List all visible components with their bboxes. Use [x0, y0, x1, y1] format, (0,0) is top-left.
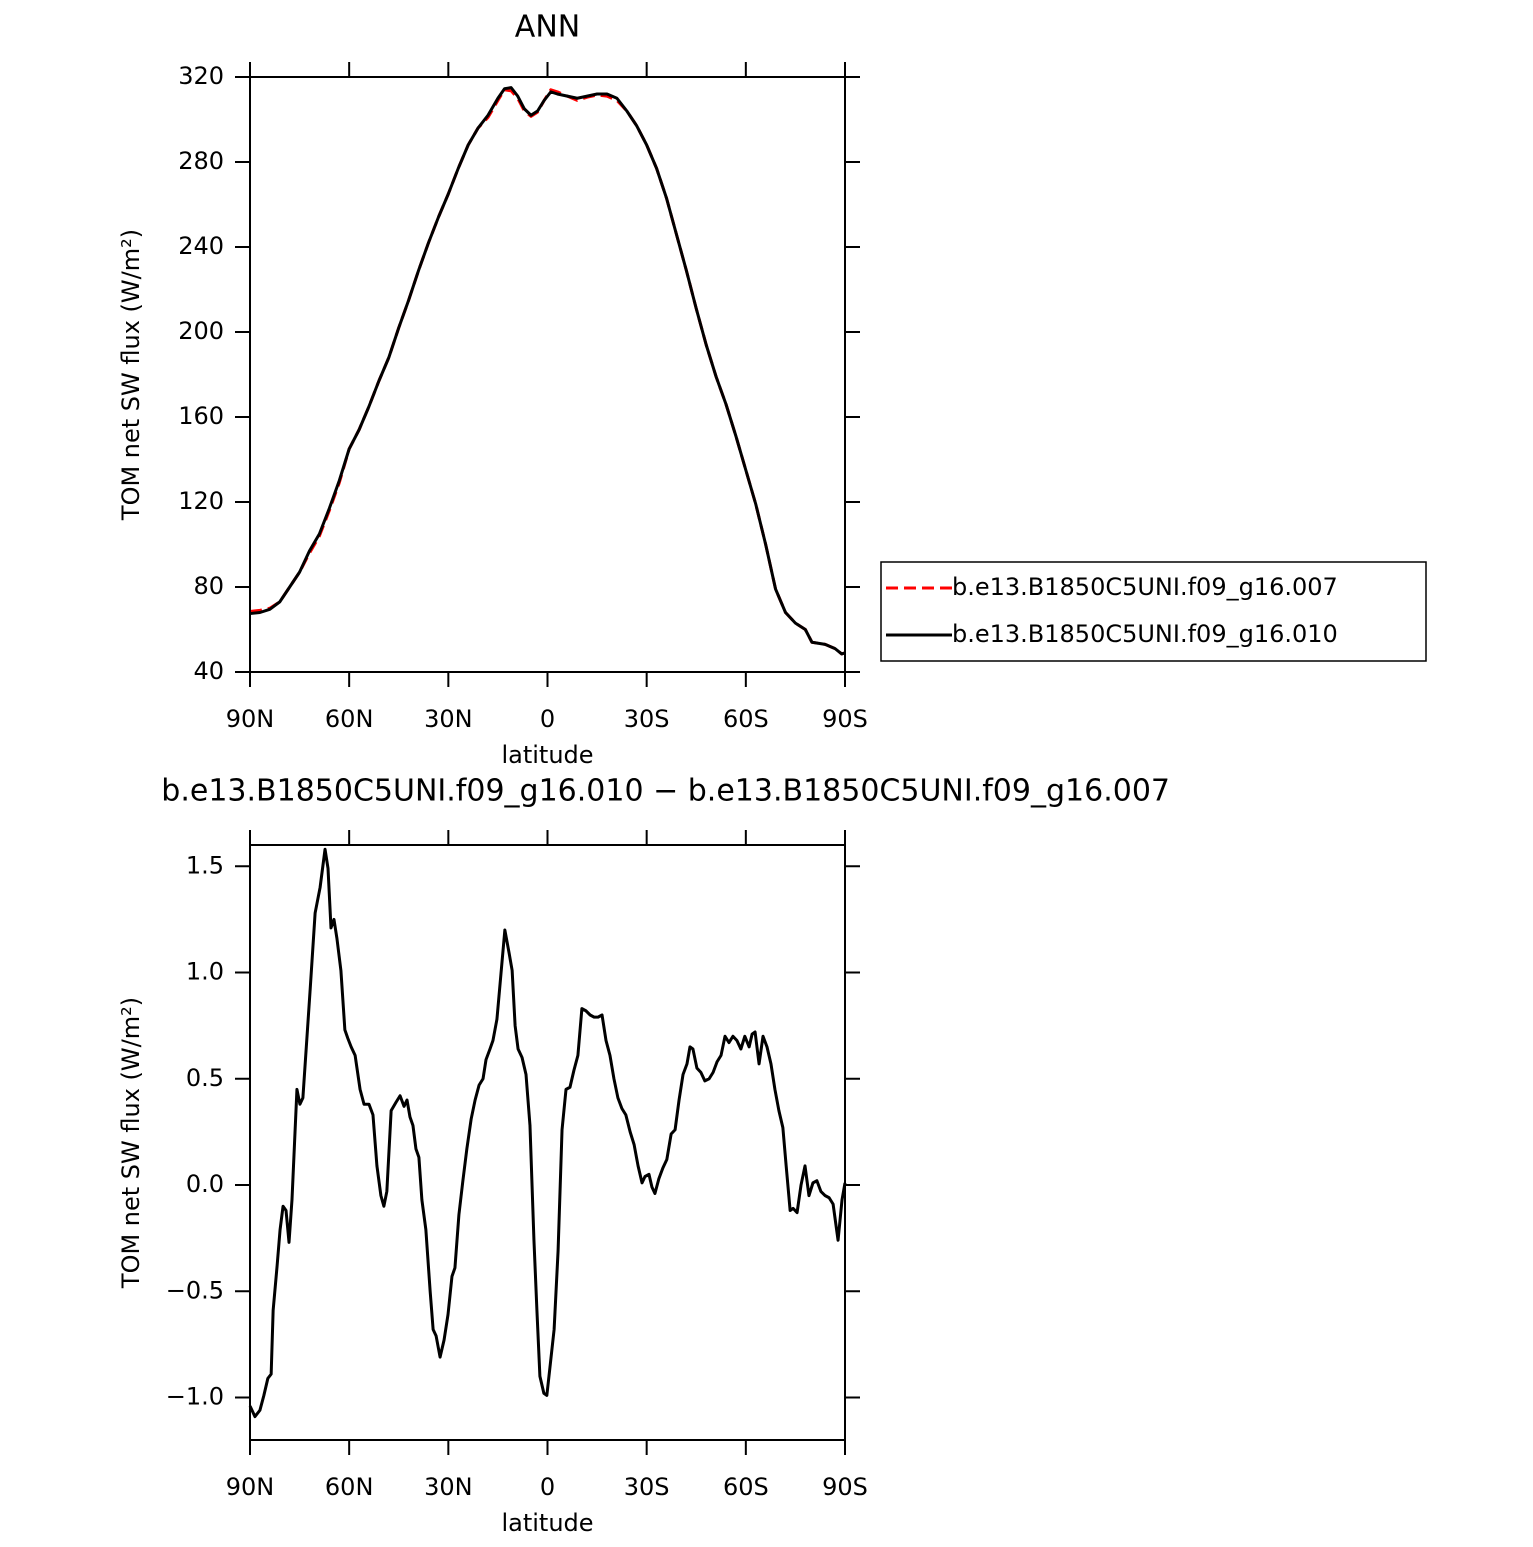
- x-tick-label: 30N: [424, 705, 473, 733]
- x-tick-label: 60S: [723, 705, 769, 733]
- legend-label: b.e13.B1850C5UNI.f09_g16.010: [952, 620, 1338, 648]
- x-tick-label: 90S: [822, 705, 868, 733]
- y-tick-label: 320: [178, 62, 224, 90]
- x-axis-label: latitude: [501, 1509, 593, 1537]
- y-axis-label: TOM net SW flux (W/m²): [117, 229, 145, 521]
- legend-label: b.e13.B1850C5UNI.f09_g16.007: [952, 573, 1338, 601]
- chart-title: b.e13.B1850C5UNI.f09_g16.010 − b.e13.B18…: [161, 774, 1170, 809]
- legend-box: [880, 561, 1427, 662]
- x-tick-label: 30S: [624, 705, 670, 733]
- y-tick-label: 1.5: [186, 851, 224, 879]
- data-line: [248, 847, 847, 1419]
- chart-title: ANN: [515, 10, 580, 45]
- y-axis-label: TOM net SW flux (W/m²): [117, 997, 145, 1289]
- x-tick-label: 90N: [226, 705, 275, 733]
- y-tick-label: 280: [178, 147, 224, 175]
- x-tick-label: 60N: [325, 1473, 374, 1501]
- data-line: [249, 86, 846, 656]
- x-tick-label: 60N: [325, 705, 374, 733]
- y-tick-label: 200: [178, 317, 224, 345]
- x-tick-label: 60S: [723, 1473, 769, 1501]
- x-tick-label: 90N: [226, 1473, 275, 1501]
- y-tick-label: −1.0: [166, 1383, 224, 1411]
- y-tick-label: 240: [178, 232, 224, 260]
- plot-frame: [249, 844, 846, 1441]
- y-tick-label: 80: [193, 572, 224, 600]
- x-tick-label: 30N: [424, 1473, 473, 1501]
- data-line: [249, 88, 846, 656]
- x-tick-label: 0: [540, 705, 555, 733]
- y-tick-label: 0.5: [186, 1064, 224, 1092]
- y-tick-label: 0.0: [186, 1170, 224, 1198]
- x-tick-label: 90S: [822, 1473, 868, 1501]
- y-tick-label: 160: [178, 402, 224, 430]
- y-tick-label: −0.5: [166, 1276, 224, 1304]
- x-axis-label: latitude: [501, 741, 593, 769]
- x-tick-label: 0: [540, 1473, 555, 1501]
- x-tick-label: 30S: [624, 1473, 670, 1501]
- y-tick-label: 1.0: [186, 958, 224, 986]
- plot-frame: [249, 76, 846, 673]
- y-tick-label: 40: [193, 657, 224, 685]
- y-tick-label: 120: [178, 487, 224, 515]
